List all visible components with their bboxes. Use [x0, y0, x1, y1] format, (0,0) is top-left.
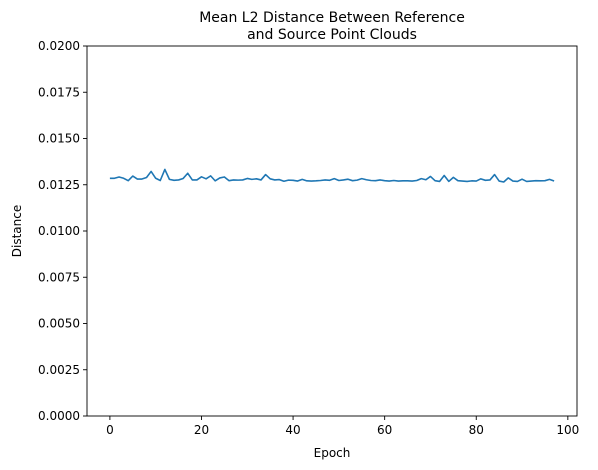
- y-tick-label: 0.0175: [38, 85, 80, 99]
- y-tick-label: 0.0025: [38, 363, 80, 377]
- y-tick-label: 0.0125: [38, 178, 80, 192]
- y-tick-label: 0.0100: [38, 224, 80, 238]
- y-axis-ticks: 0.0000 0.0025 0.0050 0.0075 0.0100 0.0125 0.01…: [38, 39, 87, 423]
- x-tick-label: 20: [194, 423, 209, 437]
- x-axis-ticks: 0 20 40 60 80 100: [106, 416, 579, 437]
- y-tick-label: 0.0000: [38, 409, 80, 423]
- y-axis-label: Distance: [10, 205, 24, 257]
- x-tick-label: 80: [469, 423, 484, 437]
- x-tick-label: 100: [556, 423, 579, 437]
- y-tick-label: 0.0150: [38, 132, 80, 146]
- plot-area-frame: [86, 45, 578, 417]
- y-tick-label: 0.0200: [38, 39, 80, 53]
- series-line: [109, 168, 555, 183]
- chart-title-line-1: Mean L2 Distance Between Reference: [199, 10, 465, 26]
- x-tick-label: 40: [285, 423, 300, 437]
- y-tick-label: 0.0075: [38, 270, 80, 284]
- chart-title-line-2: and Source Point Clouds: [247, 27, 417, 43]
- x-tick-label: 60: [377, 423, 392, 437]
- y-tick-label: 0.0050: [38, 317, 80, 331]
- x-axis-label: Epoch: [314, 446, 351, 460]
- x-tick-label: 0: [106, 423, 114, 437]
